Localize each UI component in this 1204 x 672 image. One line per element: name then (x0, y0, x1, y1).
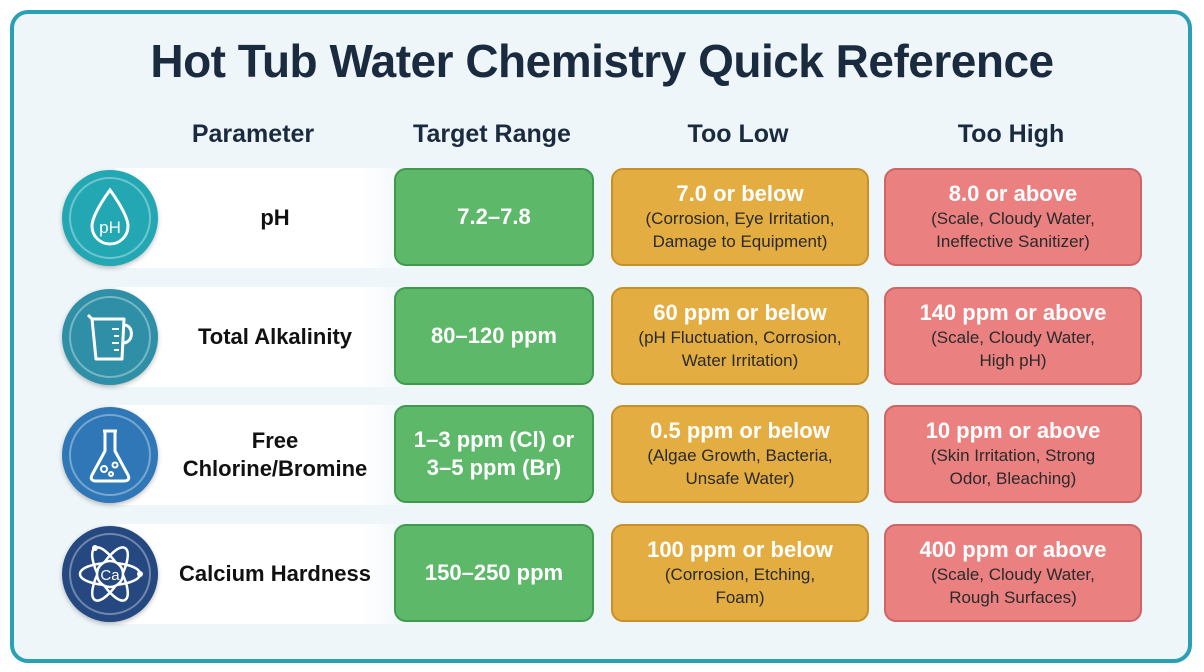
parameter-label: pH (260, 205, 290, 230)
column-header-too-high: Too High (957, 120, 1065, 148)
target-range-box: 7.2–7.8 (394, 168, 594, 266)
table-row: Total Alkalinity 80–120 ppm 60 ppm or be… (0, 287, 1204, 387)
too-low-box: 0.5 ppm or below (Algae Growth, Bacteria… (611, 405, 869, 503)
too-high-box: 140 ppm or above (Scale, Cloudy Water, H… (884, 287, 1142, 385)
page-title: Hot Tub Water Chemistry Quick Reference (150, 35, 1054, 87)
calcium-atom-icon: Ca (62, 526, 158, 622)
svg-text:Ca: Ca (100, 567, 120, 584)
too-high-box: 10 ppm or above (Skin Irritation, Strong… (884, 405, 1142, 503)
table-row: pH pH 7.2–7.8 7.0 or below (Corrosion, E… (0, 168, 1204, 268)
target-range-box: 150–250 ppm (394, 524, 594, 622)
parameter-cell (115, 405, 415, 505)
table-row: Ca Calcium Hardness 150–250 ppm 100 ppm … (0, 524, 1204, 624)
column-header-parameter: Parameter (191, 120, 315, 148)
column-header-too-low: Too Low (687, 120, 789, 148)
measuring-cup-icon (62, 289, 158, 385)
target-range-box: 80–120 ppm (394, 287, 594, 385)
table-row: Free Chlorine/Bromine 1–3 ppm (Cl) or 3–… (0, 405, 1204, 505)
parameter-label: Free Chlorine/Bromine (182, 428, 368, 481)
parameter-label: Total Alkalinity (197, 324, 353, 349)
parameter-cell (115, 287, 415, 387)
parameter-cell (115, 168, 415, 268)
flask-icon (62, 407, 158, 503)
target-range-box: 1–3 ppm (Cl) or 3–5 ppm (Br) (394, 405, 594, 503)
too-low-box: 100 ppm or below (Corrosion, Etching, Fo… (611, 524, 869, 622)
too-low-box: 7.0 or below (Corrosion, Eye Irritation,… (611, 168, 869, 266)
parameter-label: Calcium Hardness (179, 561, 371, 586)
parameter-cell (115, 524, 415, 624)
column-header-target-range: Target Range (413, 120, 571, 148)
svg-text:pH: pH (99, 218, 121, 237)
too-high-box: 400 ppm or above (Scale, Cloudy Water, R… (884, 524, 1142, 622)
ph-drop-icon: pH (62, 170, 158, 266)
too-low-box: 60 ppm or below (pH Fluctuation, Corrosi… (611, 287, 869, 385)
too-high-box: 8.0 or above (Scale, Cloudy Water, Ineff… (884, 168, 1142, 266)
